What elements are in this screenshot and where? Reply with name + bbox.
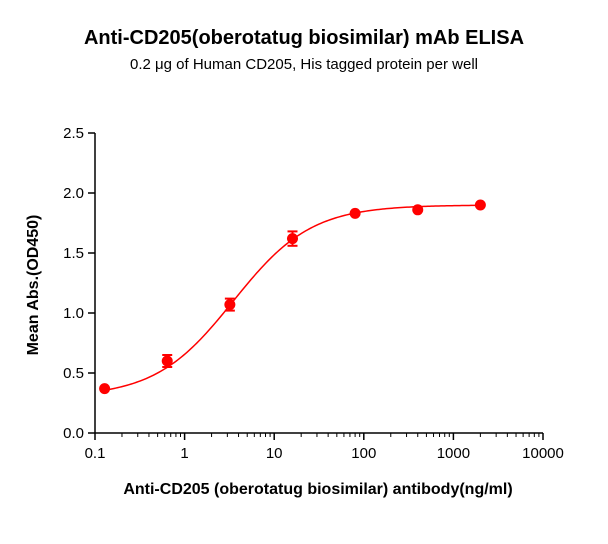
data-point — [412, 204, 424, 216]
data-point — [349, 207, 361, 219]
y-axis-title: Mean Abs.(OD450) — [25, 215, 42, 356]
x-tick-label: 10 — [266, 445, 283, 462]
data-point — [161, 355, 173, 367]
x-axis-title: Anti-CD205 (oberotatug biosimilar) antib… — [123, 481, 512, 498]
y-tick-label: 0.5 — [63, 365, 84, 382]
axes: 0.0 0.5 1.0 1.5 2.0 2.5 0.1 1 10 100 1000 10000 — [63, 125, 564, 462]
y-tick-label: 1.5 — [63, 245, 84, 262]
y-tick-label: 0.0 — [63, 425, 84, 442]
data-point — [474, 199, 486, 211]
data-point — [99, 383, 111, 395]
x-tick-label: 1000 — [437, 445, 470, 462]
chart-subtitle: 0.2 μg of Human CD205, His tagged protei… — [130, 56, 478, 73]
x-tick-label: 10000 — [522, 445, 564, 462]
x-tick-label: 0.1 — [85, 445, 106, 462]
data-points — [99, 199, 486, 395]
data-point — [286, 233, 298, 245]
data-point — [224, 299, 236, 311]
x-tick-label: 1 — [180, 445, 188, 462]
chart-title: Anti-CD205(oberotatug biosimilar) mAb EL… — [84, 27, 524, 49]
y-tick-label: 2.0 — [63, 185, 84, 202]
y-tick-label: 2.5 — [63, 125, 84, 142]
x-tick-label: 100 — [351, 445, 376, 462]
y-tick-label: 1.0 — [63, 305, 84, 322]
